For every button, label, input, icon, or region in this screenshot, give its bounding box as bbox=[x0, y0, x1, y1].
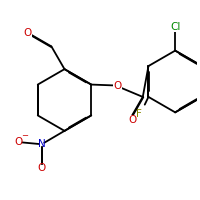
Text: O: O bbox=[129, 115, 137, 125]
Text: F: F bbox=[136, 109, 142, 119]
Text: O: O bbox=[113, 81, 122, 91]
Text: N: N bbox=[38, 139, 46, 149]
Text: −: − bbox=[21, 131, 28, 140]
Text: Cl: Cl bbox=[171, 22, 181, 32]
Text: O: O bbox=[15, 137, 23, 147]
Text: O: O bbox=[38, 163, 46, 173]
Text: O: O bbox=[24, 28, 32, 38]
